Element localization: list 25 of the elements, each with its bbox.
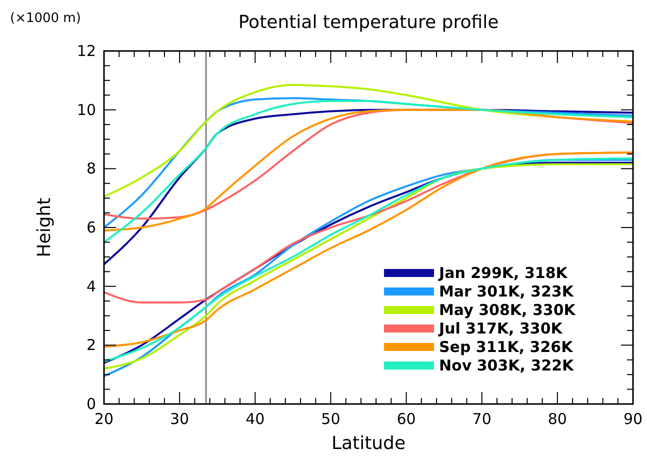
y-tick-label: 12 (76, 42, 96, 60)
chart-title: Potential temperature profile (238, 12, 499, 33)
x-axis-title: Latitude (331, 433, 406, 454)
legend-label: Jul 317K, 330K (438, 320, 564, 338)
x-tick-label: 30 (170, 410, 190, 428)
x-tick-label: 80 (548, 410, 567, 428)
x-tick-label: 20 (94, 410, 114, 428)
legend-label: Nov 303K, 322K (439, 356, 576, 374)
x-tick-label: 60 (396, 410, 416, 428)
x-tick-label: 50 (321, 410, 340, 428)
legend-label: Jan 299K, 318K (438, 264, 569, 282)
y-tick-label: 2 (86, 336, 96, 354)
x-tick-label: 40 (246, 410, 265, 428)
legend-label: May 308K, 330K (439, 301, 577, 319)
y-tick-label: 4 (86, 277, 96, 296)
legend-label: Sep 311K, 326K (439, 338, 574, 356)
y-tick-label: 8 (86, 160, 96, 178)
x-tick-label: 70 (472, 410, 492, 428)
x-tick-label: 90 (623, 410, 643, 428)
y-tick-label: 6 (86, 218, 96, 236)
y-axis-title: Height (34, 198, 55, 258)
text: (×1000 m) (10, 11, 81, 26)
y-tick-label: 10 (76, 100, 96, 119)
legend-label: Mar 301K, 323K (439, 282, 575, 300)
y-tick-label: 0 (86, 395, 96, 413)
